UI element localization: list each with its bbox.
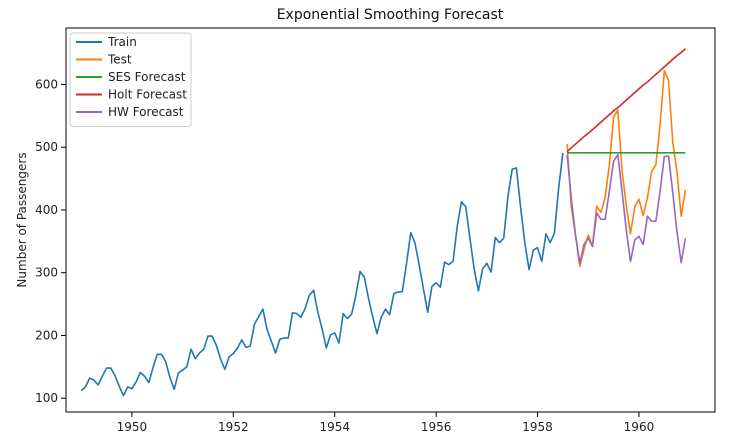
x-tick-label: 1952	[218, 420, 249, 434]
y-tick-label: 100	[35, 391, 58, 405]
legend-label-test: Test	[107, 53, 132, 67]
x-tick-label: 1956	[421, 420, 452, 434]
legend-label-holt-forecast: Holt Forecast	[108, 88, 187, 102]
chart-title: Exponential Smoothing Forecast	[277, 7, 504, 23]
legend-label-hw-forecast: HW Forecast	[108, 105, 184, 119]
y-tick-label: 500	[35, 140, 58, 154]
x-tick-label: 1960	[624, 420, 655, 434]
y-tick-label: 200	[35, 328, 58, 342]
y-axis: 100 200 300 400 500 600	[35, 77, 66, 405]
series-layer	[80, 48, 687, 397]
x-tick-label: 1958	[522, 420, 553, 434]
y-tick-label: 300	[35, 266, 58, 280]
legend-label-train: Train	[107, 35, 137, 49]
x-tick-label: 1950	[117, 420, 148, 434]
legend-box	[69, 32, 192, 127]
y-tick-label: 600	[35, 77, 58, 91]
y-tick-label: 400	[35, 203, 58, 217]
series-line-train	[80, 152, 564, 397]
legend: Train Test SES Forecast Holt Forecast HW For…	[69, 32, 192, 127]
x-tick-label: 1954	[319, 420, 350, 434]
series-line-hw-forecast	[566, 153, 687, 265]
legend-label-ses-forecast: SES Forecast	[108, 70, 186, 84]
x-axis: 1950 1952 1954 1956 1958 1960	[117, 412, 655, 434]
series-line-holt-forecast	[566, 48, 686, 153]
y-axis-label: Number of Passengers	[15, 152, 29, 287]
